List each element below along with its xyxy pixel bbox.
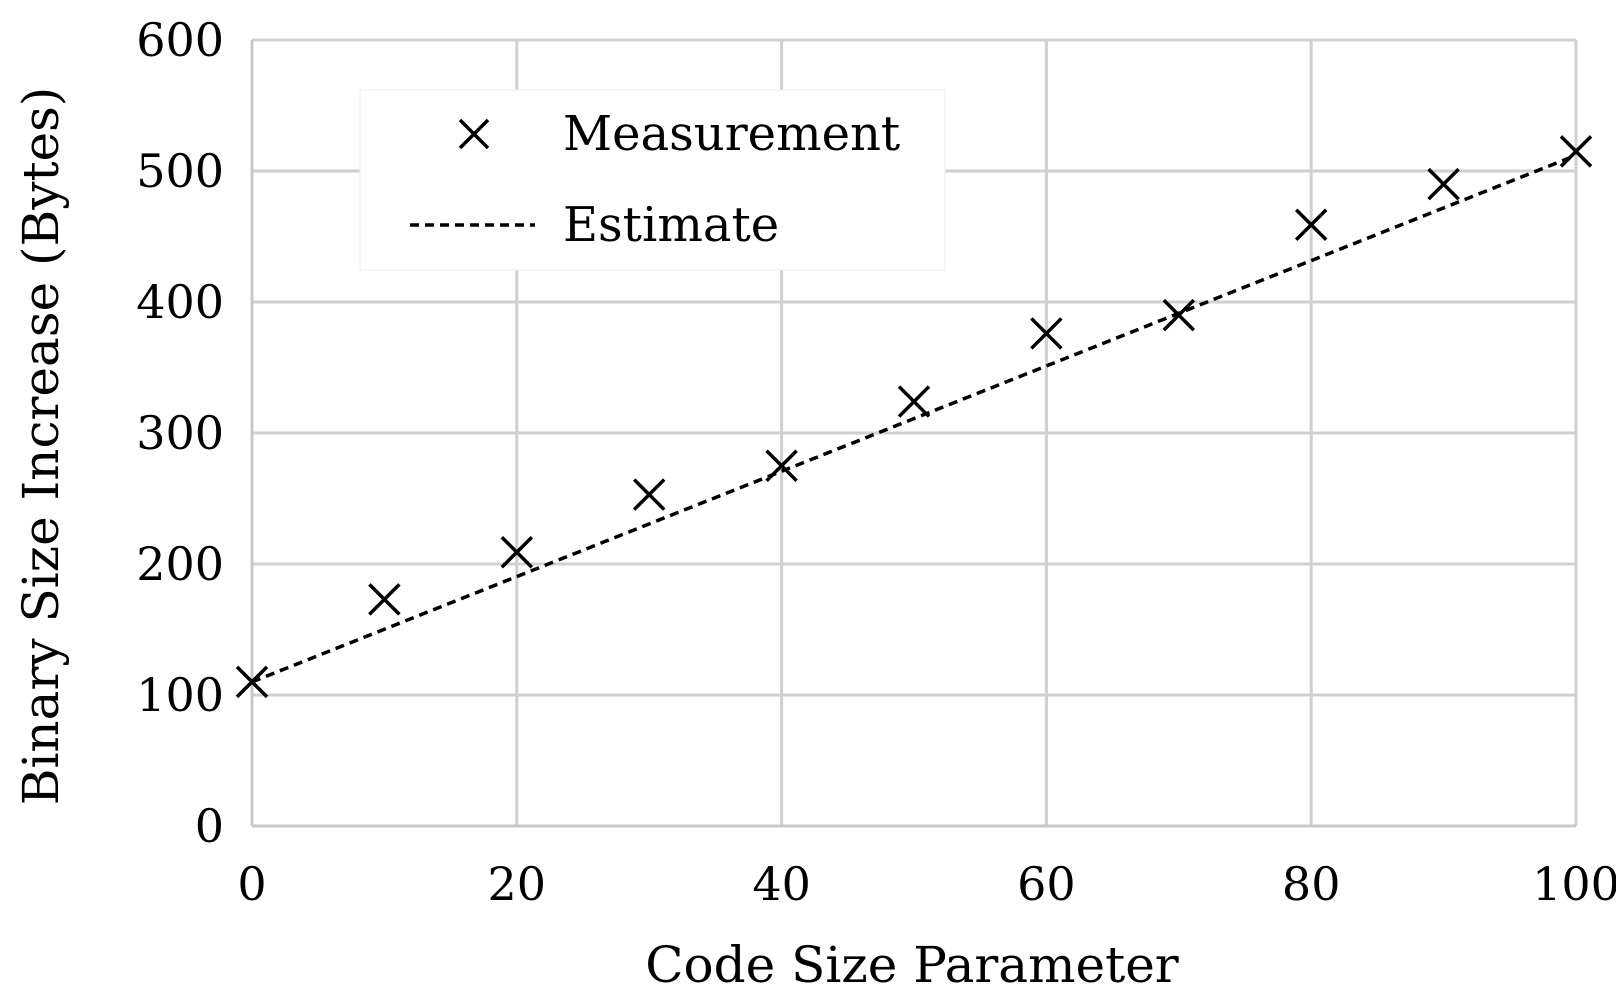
x-axis-title: Code Size Parameter: [645, 936, 1179, 993]
y-tick-label: 200: [136, 537, 224, 591]
y-axis-title: Binary Size Increase (Bytes): [12, 87, 70, 806]
x-tick-label: 60: [1017, 857, 1076, 911]
measurement-point: [500, 535, 534, 569]
legend-box: [359, 89, 946, 271]
measurement-point: [1559, 135, 1593, 168]
y-tick-label: 100: [136, 668, 224, 722]
measurement-point: [368, 583, 401, 616]
measurement-point: [1427, 167, 1460, 201]
x-marker-stroke: [235, 665, 269, 699]
y-tick-label: 0: [195, 799, 224, 853]
x-marker-stroke: [632, 478, 666, 511]
x-tick-label: 80: [1282, 857, 1341, 911]
legend-item-estimate: Estimate: [410, 197, 779, 253]
legend-x-stroke-2: [458, 118, 490, 150]
measurement-point: [1030, 317, 1063, 350]
legend-label-measurement: Measurement: [563, 106, 900, 162]
y-tick-label: 400: [136, 275, 224, 329]
x-marker-stroke: [1030, 317, 1063, 350]
x-tick-label: 40: [752, 857, 811, 911]
measurement-series: [235, 135, 1593, 699]
x-tick-label: 100: [1532, 857, 1616, 911]
y-tick-label: 500: [136, 144, 224, 198]
legend-label-estimate: Estimate: [563, 197, 779, 253]
measurement-point: [235, 665, 269, 699]
x-marker-stroke: [1294, 208, 1328, 241]
measurement-point: [1294, 208, 1328, 241]
x-marker-stroke: [1559, 135, 1593, 168]
legend-item-measurement: Measurement: [458, 106, 900, 162]
legend-x-marker-icon: [458, 118, 490, 150]
measurement-point: [765, 449, 798, 482]
legend: Measurement Estimate: [359, 89, 946, 271]
estimate-line: [251, 153, 1577, 684]
tick-labels: 0 100 200 300 400 500 600 0 20 40 60 80 100: [136, 13, 1616, 911]
x-marker-stroke: [368, 583, 401, 616]
x-marker-stroke: [1427, 167, 1460, 201]
x-marker-stroke: [897, 385, 931, 418]
measurement-point: [632, 478, 666, 511]
x-marker-stroke: [765, 449, 798, 482]
y-tick-label: 600: [136, 13, 224, 67]
x-tick-label: 0: [237, 857, 266, 911]
estimate-series: [251, 153, 1577, 684]
axes: [250, 40, 1576, 828]
y-tick-label: 300: [136, 406, 224, 460]
x-marker-stroke: [1162, 298, 1196, 332]
x-tick-label: 20: [488, 857, 547, 911]
x-marker-stroke: [500, 535, 534, 569]
measurement-point: [897, 385, 931, 418]
measurement-point: [1162, 298, 1196, 332]
